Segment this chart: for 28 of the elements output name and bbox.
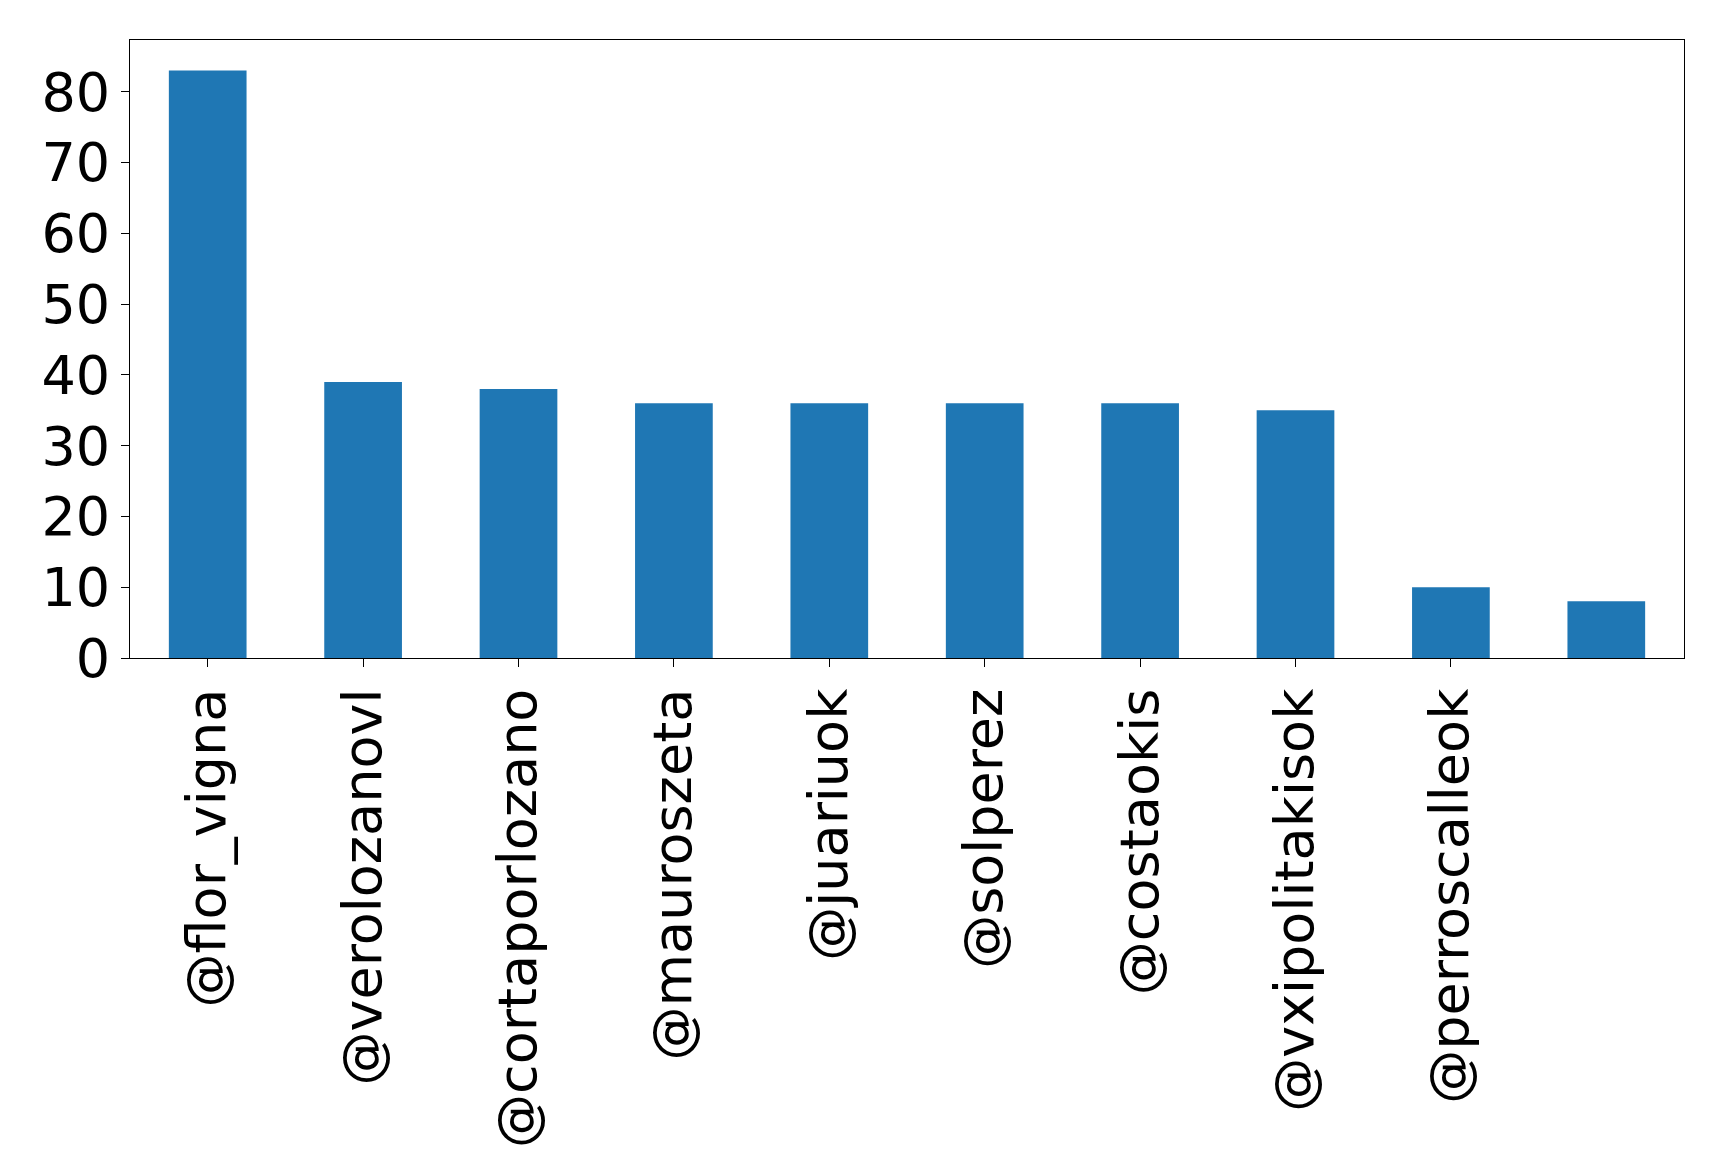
bar (324, 381, 402, 658)
x-tick-label: @costaokis (1107, 688, 1171, 996)
y-tick-label: 40 (41, 343, 111, 407)
x-tick-label: @mauroszeta (641, 688, 705, 1061)
y-tick-label: 0 (75, 626, 111, 690)
x-tick-label: @verolozanovl (330, 688, 394, 1086)
bar (635, 403, 713, 658)
x-tick-label: @flor_vigna (175, 688, 239, 1008)
bar (945, 403, 1024, 658)
x-tick-label: @cortaporlozano (486, 688, 550, 1149)
x-tick-label: @perroscalleok (1418, 687, 1482, 1104)
x-tick-label: @solperez (952, 688, 1016, 969)
x-tick-label: @juariuok (796, 687, 860, 961)
bar (1101, 403, 1179, 658)
y-tick-label: 10 (41, 556, 111, 620)
y-tick-label: 80 (41, 60, 111, 124)
y-tick-label: 20 (41, 485, 111, 549)
x-tick-label: @vxipolitakisok (1263, 687, 1327, 1112)
y-tick-label: 30 (41, 414, 111, 478)
y-tick-label: 50 (41, 272, 111, 336)
y-tick-label: 60 (41, 202, 111, 266)
bar (168, 70, 247, 658)
bar (479, 389, 558, 658)
bar (790, 403, 869, 658)
bar (1567, 601, 1646, 658)
bar (1412, 587, 1490, 658)
bar (1256, 410, 1335, 658)
y-tick-label: 70 (41, 131, 111, 195)
